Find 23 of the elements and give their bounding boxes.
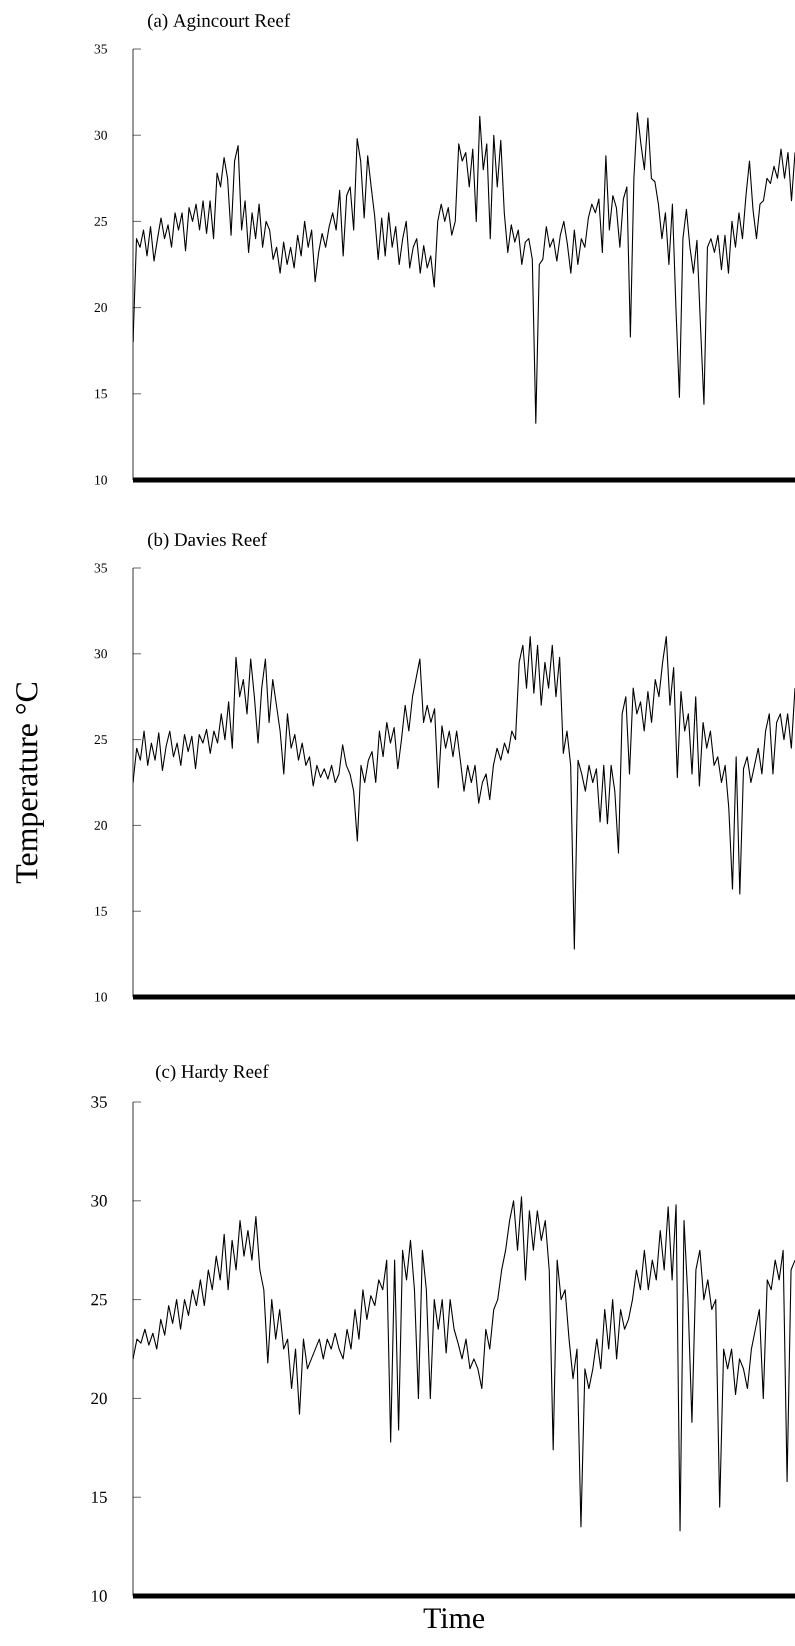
y-tick-label: 35 xyxy=(94,44,107,54)
y-tick-label: 30 xyxy=(91,1195,107,1207)
y-tick-label: 30 xyxy=(94,649,107,659)
y-tick-label: 20 xyxy=(94,303,107,313)
chart-title: (a) Agincourt Reef xyxy=(148,13,291,31)
y-axis-title: Temperature °C xyxy=(16,682,44,884)
y-tick-label: 35 xyxy=(94,563,107,573)
x-axis-title: Time xyxy=(423,1608,485,1629)
y-tick-label: 10 xyxy=(95,992,107,1002)
y-tick-label: 10 xyxy=(92,1590,107,1602)
chart-title: (c) Hardy Reef xyxy=(156,1064,269,1082)
y-tick-label: 20 xyxy=(94,820,107,830)
y-tick-label: 20 xyxy=(91,1392,107,1405)
y-tick-label: 25 xyxy=(91,1293,107,1306)
y-tick-label: 30 xyxy=(94,130,107,140)
y-tick-label: 10 xyxy=(95,475,107,485)
y-tick-label: 15 xyxy=(95,906,107,916)
y-tick-label: 35 xyxy=(91,1096,107,1108)
y-tick-label: 25 xyxy=(94,735,107,745)
chart-title: (b) Davies Reef xyxy=(148,532,267,550)
y-tick-label: 15 xyxy=(92,1491,107,1503)
y-tick-label: 15 xyxy=(95,389,107,399)
y-tick-label: 25 xyxy=(94,216,107,226)
